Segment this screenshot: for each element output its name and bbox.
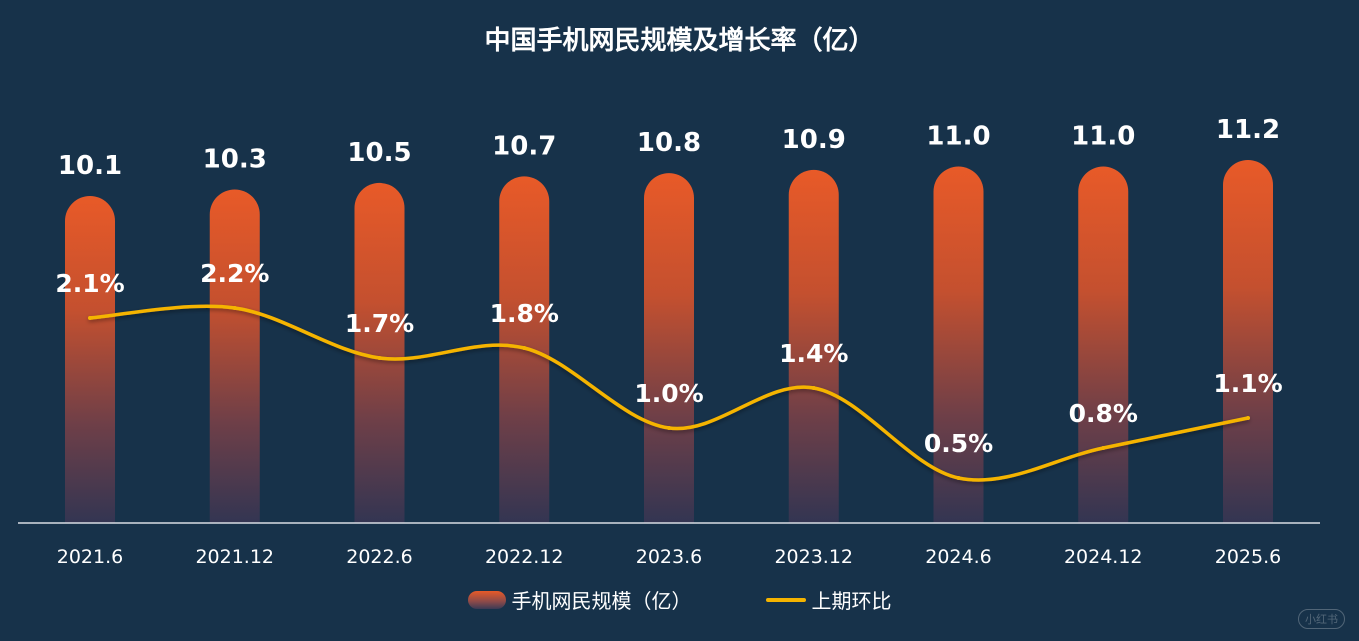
x-tick-label: 2024.6: [925, 546, 991, 568]
bar-value-label: 11.0: [926, 122, 990, 152]
line-point[interactable]: [1246, 416, 1250, 420]
legend-bar-swatch: [467, 590, 506, 609]
bar-value-label: 10.9: [782, 125, 846, 155]
x-tick-label: 2023.12: [774, 546, 853, 568]
x-tick-label: 2023.6: [636, 546, 702, 568]
bar[interactable]: [933, 166, 984, 523]
legend-item-line[interactable]: 上期环比: [765, 585, 892, 614]
line-point[interactable]: [667, 426, 671, 430]
bar-value-label: 10.3: [203, 144, 267, 174]
bar[interactable]: [65, 196, 115, 523]
x-tick-label: 2022.12: [485, 546, 564, 568]
line-point[interactable]: [232, 306, 237, 310]
x-tick-label: 2022.6: [346, 546, 412, 568]
line-value-label: 1.0%: [634, 379, 703, 408]
legend-bar-label: 手机网民规模（亿）: [511, 589, 692, 613]
bar[interactable]: [1078, 166, 1129, 523]
line-value-label: 1.7%: [345, 309, 414, 338]
chart-title: 中国手机网民规模及增长率（亿）: [484, 26, 875, 56]
line-point[interactable]: [1101, 446, 1106, 450]
line-point[interactable]: [956, 476, 961, 480]
bar[interactable]: [644, 173, 694, 523]
bar-value-label: 10.1: [58, 151, 122, 181]
line-point[interactable]: [377, 356, 382, 360]
line-value-label: 1.4%: [779, 339, 848, 368]
line-point[interactable]: [811, 386, 816, 390]
line-value-label: 2.1%: [55, 269, 124, 298]
line-value-label: 1.1%: [1213, 369, 1282, 398]
bar[interactable]: [788, 169, 839, 523]
legend-item-bar[interactable]: 手机网民规模（亿）: [467, 585, 692, 614]
line-value-label: 0.5%: [924, 429, 993, 458]
x-tick-label: 2024.12: [1064, 546, 1143, 568]
line-value-label: 1.8%: [490, 299, 559, 328]
legend: 手机网民规模（亿） 上期环比: [0, 585, 1359, 614]
line-value-label: 0.8%: [1069, 399, 1138, 428]
bar-value-label: 11.0: [1071, 122, 1135, 152]
line-point[interactable]: [88, 316, 92, 320]
legend-line-label: 上期环比: [811, 589, 892, 613]
legend-line-swatch: [765, 597, 806, 602]
line-value-label: 2.2%: [200, 259, 269, 288]
watermark: 小红书: [1298, 609, 1345, 629]
bar-value-label: 11.2: [1216, 115, 1280, 145]
bar-value-label: 10.5: [347, 138, 411, 168]
bar[interactable]: [209, 189, 260, 523]
x-tick-label: 2021.12: [195, 546, 274, 568]
line-point[interactable]: [522, 346, 527, 350]
x-tick-label: 2021.6: [57, 546, 123, 568]
bar-value-label: 10.8: [637, 128, 701, 158]
bar[interactable]: [1223, 160, 1273, 523]
x-tick-label: 2025.6: [1215, 546, 1281, 568]
bar-value-label: 10.7: [492, 131, 556, 161]
bar[interactable]: [354, 182, 405, 523]
